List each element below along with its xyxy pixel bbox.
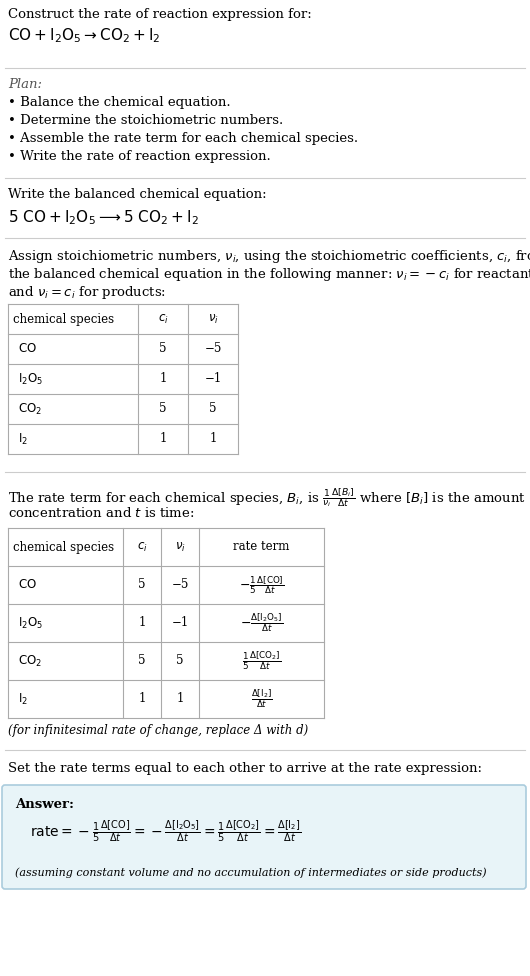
Text: $\mathrm{I_2}$: $\mathrm{I_2}$ xyxy=(18,691,28,707)
Text: $\mathrm{CO}$: $\mathrm{CO}$ xyxy=(18,343,37,355)
Text: $-\frac{\Delta[\mathrm{I_2O_5}]}{\Delta t}$: $-\frac{\Delta[\mathrm{I_2O_5}]}{\Delta … xyxy=(240,612,283,634)
Text: $\mathrm{rate} = -\frac{1}{5}\frac{\Delta[\mathrm{CO}]}{\Delta t} = -\frac{\Delt: $\mathrm{rate} = -\frac{1}{5}\frac{\Delt… xyxy=(30,818,302,843)
Text: $\mathrm{CO_2}$: $\mathrm{CO_2}$ xyxy=(18,401,42,417)
Text: 1: 1 xyxy=(209,432,217,445)
Text: 5: 5 xyxy=(159,343,167,355)
Text: $\mathrm{CO_2}$: $\mathrm{CO_2}$ xyxy=(18,654,42,669)
Text: The rate term for each chemical species, $B_i$, is $\frac{1}{\nu_i}\frac{\Delta[: The rate term for each chemical species,… xyxy=(8,486,526,508)
Text: (assuming constant volume and no accumulation of intermediates or side products): (assuming constant volume and no accumul… xyxy=(15,868,487,878)
Text: $\mathrm{CO + I_2O_5 \rightarrow CO_2 + I_2}$: $\mathrm{CO + I_2O_5 \rightarrow CO_2 + … xyxy=(8,26,161,45)
Text: • Write the rate of reaction expression.: • Write the rate of reaction expression. xyxy=(8,150,271,163)
Text: Construct the rate of reaction expression for:: Construct the rate of reaction expressio… xyxy=(8,8,312,21)
Text: Plan:: Plan: xyxy=(8,78,42,91)
Text: 5: 5 xyxy=(176,655,184,668)
Text: −5: −5 xyxy=(171,579,189,591)
Text: 1: 1 xyxy=(160,373,167,386)
Text: 5: 5 xyxy=(159,402,167,416)
Text: chemical species: chemical species xyxy=(13,312,114,326)
Text: Answer:: Answer: xyxy=(15,798,74,811)
Text: $c_i$: $c_i$ xyxy=(157,312,169,326)
Text: 1: 1 xyxy=(138,617,146,630)
Text: Assign stoichiometric numbers, $\nu_i$, using the stoichiometric coefficients, $: Assign stoichiometric numbers, $\nu_i$, … xyxy=(8,248,530,265)
Text: and $\nu_i = c_i$ for products:: and $\nu_i = c_i$ for products: xyxy=(8,284,166,301)
Text: 1: 1 xyxy=(176,693,184,706)
Text: concentration and $t$ is time:: concentration and $t$ is time: xyxy=(8,506,195,520)
Text: the balanced chemical equation in the following manner: $\nu_i = -c_i$ for react: the balanced chemical equation in the fo… xyxy=(8,266,530,283)
Text: • Balance the chemical equation.: • Balance the chemical equation. xyxy=(8,96,231,109)
Text: $\frac{\Delta[\mathrm{I_2}]}{\Delta t}$: $\frac{\Delta[\mathrm{I_2}]}{\Delta t}$ xyxy=(251,688,272,711)
Text: $\nu_i$: $\nu_i$ xyxy=(208,312,218,326)
Text: $\mathrm{5\ CO + I_2O_5 \longrightarrow 5\ CO_2 + I_2}$: $\mathrm{5\ CO + I_2O_5 \longrightarrow … xyxy=(8,208,199,226)
Text: Write the balanced chemical equation:: Write the balanced chemical equation: xyxy=(8,188,267,201)
Text: • Assemble the rate term for each chemical species.: • Assemble the rate term for each chemic… xyxy=(8,132,358,145)
Text: rate term: rate term xyxy=(233,541,290,553)
Text: • Determine the stoichiometric numbers.: • Determine the stoichiometric numbers. xyxy=(8,114,283,127)
Text: Set the rate terms equal to each other to arrive at the rate expression:: Set the rate terms equal to each other t… xyxy=(8,762,482,775)
Text: $\mathrm{I_2}$: $\mathrm{I_2}$ xyxy=(18,431,28,447)
Text: $\mathrm{I_2O_5}$: $\mathrm{I_2O_5}$ xyxy=(18,372,43,386)
Text: −1: −1 xyxy=(205,373,222,386)
Text: $\mathrm{CO}$: $\mathrm{CO}$ xyxy=(18,579,37,591)
Text: 1: 1 xyxy=(160,432,167,445)
Text: −5: −5 xyxy=(204,343,222,355)
Text: $c_i$: $c_i$ xyxy=(137,541,147,553)
Text: $\nu_i$: $\nu_i$ xyxy=(174,541,186,553)
Text: chemical species: chemical species xyxy=(13,541,114,553)
Text: 1: 1 xyxy=(138,693,146,706)
Text: 5: 5 xyxy=(138,579,146,591)
Text: $\mathrm{I_2O_5}$: $\mathrm{I_2O_5}$ xyxy=(18,616,43,630)
Text: $\frac{1}{5}\frac{\Delta[\mathrm{CO_2}]}{\Delta t}$: $\frac{1}{5}\frac{\Delta[\mathrm{CO_2}]}… xyxy=(242,650,281,672)
Text: (for infinitesimal rate of change, replace Δ with d): (for infinitesimal rate of change, repla… xyxy=(8,724,308,737)
FancyBboxPatch shape xyxy=(2,785,526,889)
Text: −1: −1 xyxy=(171,617,189,630)
Text: 5: 5 xyxy=(138,655,146,668)
Text: $-\frac{1}{5}\frac{\Delta[\mathrm{CO}]}{\Delta t}$: $-\frac{1}{5}\frac{\Delta[\mathrm{CO}]}{… xyxy=(239,574,284,596)
Text: 5: 5 xyxy=(209,402,217,416)
